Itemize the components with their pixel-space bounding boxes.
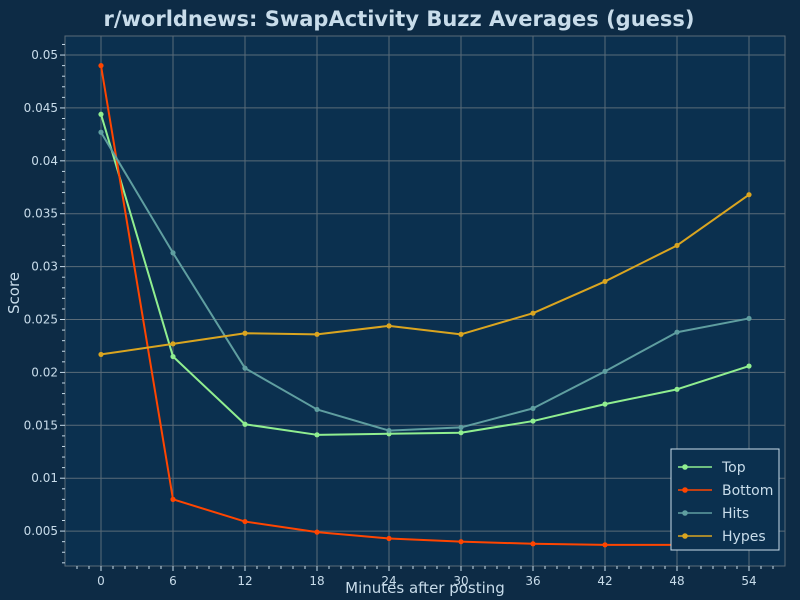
data-point-top <box>98 111 104 117</box>
data-point-hypes <box>458 331 464 337</box>
legend-swatch-marker <box>682 533 688 539</box>
legend-label: Hypes <box>722 529 766 545</box>
legend: Top Bottom Hits Hypes <box>670 448 780 551</box>
data-point-hits <box>314 406 320 413</box>
y-tick-label: 0.015 <box>24 418 58 432</box>
x-tick-label: 12 <box>237 574 252 588</box>
legend-label: Hits <box>722 506 749 522</box>
data-point-hits <box>746 315 752 322</box>
legend-label: Top <box>721 460 746 476</box>
data-point-hypes <box>530 310 536 316</box>
x-tick-label: 42 <box>597 574 612 588</box>
legend-swatch-marker <box>682 464 688 470</box>
data-point-hits <box>530 405 536 411</box>
y-axis-label: Score <box>5 272 23 314</box>
data-point-top <box>242 421 248 427</box>
data-point-top <box>170 353 176 360</box>
data-point-hits <box>674 329 680 335</box>
data-point-top <box>602 401 608 407</box>
x-tick-label: 36 <box>525 574 540 588</box>
y-tick-label: 0.01 <box>31 471 58 485</box>
data-point-hypes <box>242 330 248 336</box>
series-layer <box>98 63 752 548</box>
data-point-hypes <box>386 323 392 329</box>
y-tick-label: 0.025 <box>24 313 58 327</box>
data-point-hits <box>386 427 392 434</box>
data-point-hypes <box>98 351 104 358</box>
x-axis-label: Minutes after posting <box>345 579 505 597</box>
data-point-top <box>314 432 320 438</box>
data-point-bottom <box>602 542 608 548</box>
series-line-top <box>100 113 750 436</box>
series-line-hits <box>100 131 750 432</box>
data-point-hits <box>242 365 248 371</box>
plot-area <box>65 36 785 566</box>
data-point-bottom <box>458 539 464 545</box>
data-point-hypes <box>314 331 320 337</box>
x-tick-label: 48 <box>669 574 684 588</box>
y-tick-label: 0.02 <box>31 365 58 379</box>
data-point-hypes <box>170 341 176 347</box>
y-tick-label: 0.035 <box>24 207 58 221</box>
data-point-top <box>530 418 536 424</box>
data-point-hits <box>98 129 104 135</box>
data-point-hits <box>170 250 176 256</box>
y-tick-label: 0.005 <box>24 524 58 538</box>
data-point-bottom <box>170 496 176 502</box>
legend-swatch-marker <box>682 510 688 516</box>
series-line-bottom <box>100 65 749 546</box>
x-axis-ticks: 0 6 12 18 24 30 36 42 48 54 <box>76 566 774 588</box>
data-point-hypes <box>602 278 608 285</box>
grid <box>64 35 786 567</box>
x-tick-label: 24 <box>381 574 396 588</box>
y-axis-ticks: 0.005 0.01 0.015 0.02 0.025 0.03 0.035 0.04 0.04… <box>24 43 65 564</box>
series-line-hypes <box>100 193 750 356</box>
data-point-top <box>746 363 752 369</box>
x-tick-label: 6 <box>169 574 177 588</box>
chart-title: r/worldnews: SwapActivity Buzz Averages … <box>103 7 694 31</box>
x-tick-label: 0 <box>97 574 105 588</box>
legend-swatch-marker <box>682 487 688 493</box>
x-tick-label: 54 <box>741 574 756 588</box>
data-point-bottom <box>98 63 104 69</box>
data-point-bottom <box>242 518 248 525</box>
y-tick-label: 0.04 <box>31 154 58 168</box>
data-point-bottom <box>314 529 320 535</box>
data-point-hits <box>602 368 608 374</box>
data-point-bottom <box>530 541 536 547</box>
x-tick-label: 30 <box>453 574 468 588</box>
y-tick-label: 0.045 <box>24 101 58 115</box>
data-point-hypes <box>746 192 752 198</box>
x-tick-label: 18 <box>309 574 324 588</box>
data-point-top <box>458 430 464 436</box>
data-point-bottom <box>386 535 392 542</box>
legend-box <box>670 448 780 551</box>
data-point-hits <box>458 424 464 431</box>
y-tick-label: 0.05 <box>31 48 58 62</box>
data-point-hypes <box>674 242 680 249</box>
y-tick-label: 0.03 <box>31 260 58 274</box>
legend-label: Bottom <box>722 483 773 499</box>
data-point-top <box>674 386 680 392</box>
